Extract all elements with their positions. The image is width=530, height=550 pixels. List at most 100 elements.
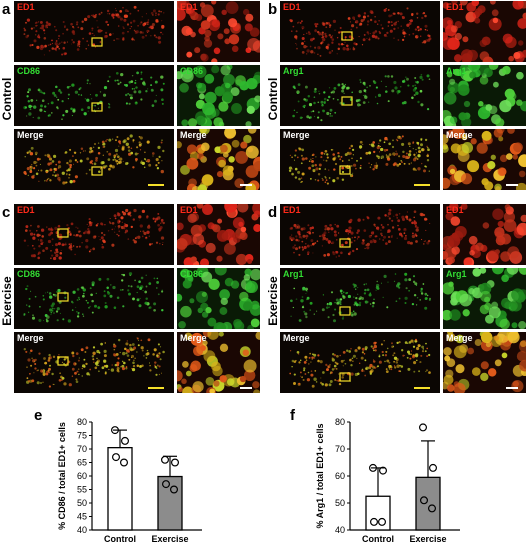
data-point <box>119 458 128 467</box>
channel-label: Merge <box>283 130 310 140</box>
y-tick-label: 70 <box>77 444 87 454</box>
y-tick-label: 45 <box>77 512 87 522</box>
y-axis-title: % CD86 / total ED1+ cells <box>57 422 67 530</box>
channel-label: Merge <box>17 333 44 343</box>
x-tick-label: Control <box>362 534 394 544</box>
y-tick-label: 40 <box>77 525 87 535</box>
channel-label-zoom: ED1 <box>446 2 464 12</box>
micrograph-zoom-c-2: Merge <box>177 332 260 393</box>
y-axis-title: % Arg1 / total ED1+ cells <box>315 424 325 529</box>
micrograph-zoom-b-2: Merge <box>443 129 526 190</box>
condition-label-c: Exercise <box>0 276 14 326</box>
y-tick-label: 50 <box>335 498 345 508</box>
data-point <box>110 426 119 435</box>
micrograph-zoom-c-1: CD86 <box>177 268 260 329</box>
micrograph-a-0: ED1 <box>14 1 174 62</box>
panel-label-d: d <box>268 204 278 221</box>
channel-label-zoom: ED1 <box>446 205 464 215</box>
data-point <box>170 485 179 494</box>
channel-label-zoom: CD86 <box>180 66 204 76</box>
channel-label: Arg1 <box>283 66 304 76</box>
y-tick-label: 75 <box>77 431 87 441</box>
bar-control <box>365 495 391 531</box>
micrograph-c-0: ED1 <box>14 204 174 265</box>
data-point <box>428 504 437 513</box>
condition-label-d: Exercise <box>266 276 280 326</box>
data-point <box>160 455 169 464</box>
micrograph-d-0: ED1 <box>280 204 440 265</box>
chart-f: 40 50 60 70 80 % Arg1 / total ED1+ cells Contr… <box>315 417 460 544</box>
data-point <box>419 496 428 505</box>
micrograph-c-2: Merge <box>14 332 174 393</box>
micrograph-d-1: Arg1 <box>280 268 440 329</box>
micrograph-zoom-c-0: ED1 <box>177 204 260 265</box>
data-point <box>429 463 438 472</box>
channel-label-zoom: Merge <box>446 130 473 140</box>
data-point <box>161 480 170 489</box>
panel-label-f: f <box>290 407 295 424</box>
y-tick-label: 40 <box>335 525 345 535</box>
chart-e: 40 45 50 55 60 65 70 75 80 % CD86 / total ED1+ ce… <box>57 417 202 544</box>
data-point <box>120 436 129 445</box>
channel-label-zoom: Merge <box>180 130 207 140</box>
panel-label-c: c <box>2 204 11 221</box>
y-tick-label: 55 <box>77 485 87 495</box>
micrograph-b-0: ED1 <box>280 1 440 62</box>
channel-label: ED1 <box>283 205 301 215</box>
panel-label-e: e <box>34 407 43 424</box>
data-point <box>111 453 120 462</box>
panel-label-b: b <box>268 1 278 18</box>
micrograph-zoom-a-2: Merge <box>177 129 260 190</box>
micrograph-zoom-a-1: CD86 <box>177 65 260 126</box>
panel-label-a: a <box>2 1 11 18</box>
micrograph-zoom-d-0: ED1 <box>443 204 526 265</box>
y-tick-label: 60 <box>77 471 87 481</box>
y-tick-label: 70 <box>335 444 345 454</box>
channel-label: CD86 <box>17 269 41 279</box>
y-tick-label: 80 <box>335 417 345 427</box>
channel-label: Merge <box>17 130 44 140</box>
x-tick-label: Control <box>104 534 136 544</box>
micrograph-a-1: CD86 <box>14 65 174 126</box>
channel-label: Arg1 <box>283 269 304 279</box>
data-point <box>171 458 180 467</box>
channel-label: Merge <box>283 333 310 343</box>
y-tick-label: 65 <box>77 458 87 468</box>
data-point <box>418 423 427 432</box>
channel-label-zoom: Arg1 <box>446 66 467 76</box>
condition-label-b: Control <box>266 77 280 121</box>
channel-label: ED1 <box>283 2 301 12</box>
data-point <box>368 463 377 472</box>
x-tick-label: Exercise <box>409 534 446 544</box>
y-tick-label: 80 <box>77 417 87 427</box>
micrograph-zoom-b-0: ED1 <box>443 1 526 62</box>
micrograph-b-1: Arg1 <box>280 65 440 126</box>
data-point <box>378 466 387 475</box>
bar-exercise <box>157 475 183 531</box>
channel-label-zoom: ED1 <box>180 205 198 215</box>
bar-exercise <box>415 476 441 531</box>
channel-label: ED1 <box>17 2 35 12</box>
data-point <box>377 517 386 526</box>
x-tick-label: Exercise <box>151 534 188 544</box>
y-tick-label: 50 <box>77 498 87 508</box>
micrograph-b-2: Merge <box>280 129 440 190</box>
channel-label: CD86 <box>17 66 41 76</box>
micrograph-zoom-d-1: Arg1 <box>443 268 526 329</box>
micrograph-zoom-b-1: Arg1 <box>443 65 526 126</box>
data-point <box>369 517 378 526</box>
y-tick-label: 60 <box>335 471 345 481</box>
micrograph-a-2: Merge <box>14 129 174 190</box>
channel-label: ED1 <box>17 205 35 215</box>
bar-control <box>107 447 133 531</box>
channel-label-zoom: CD86 <box>180 269 204 279</box>
channel-label-zoom: ED1 <box>180 2 198 12</box>
micrograph-zoom-a-0: ED1 <box>177 1 260 62</box>
micrograph-d-2: Merge <box>280 332 440 393</box>
micrograph-c-1: CD86 <box>14 268 174 329</box>
channel-label-zoom: Arg1 <box>446 269 467 279</box>
channel-label-zoom: Merge <box>446 333 473 343</box>
micrograph-zoom-d-2: Merge <box>443 332 526 393</box>
channel-label-zoom: Merge <box>180 333 207 343</box>
condition-label-a: Control <box>0 77 14 121</box>
